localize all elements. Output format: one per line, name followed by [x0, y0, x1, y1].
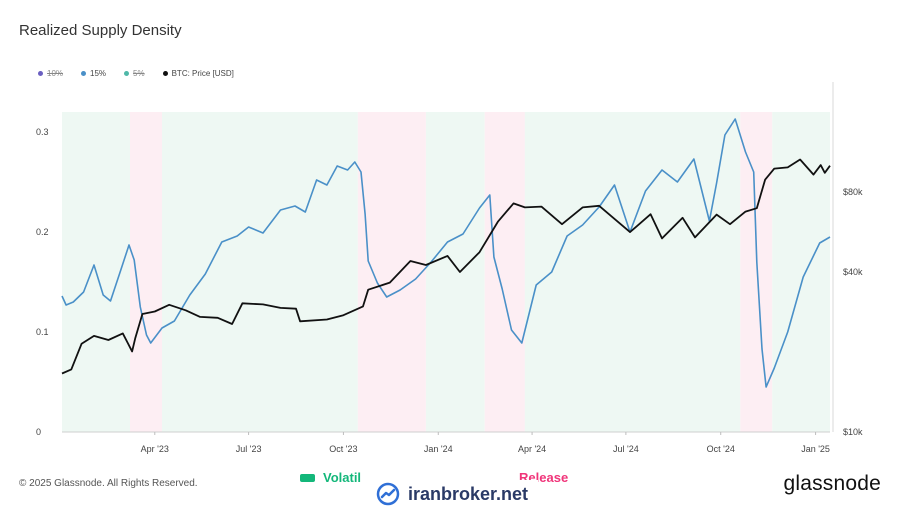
- y-left-tick-label-3: 0.3: [36, 127, 49, 137]
- x-tick-label-7: Jan '25: [801, 444, 830, 454]
- legend-dot-btc-price: [162, 71, 168, 76]
- regime-swatch-volatility: [300, 473, 315, 482]
- brand-logo: glassnode: [783, 472, 881, 495]
- x-tick-label-3: Jan '24: [424, 444, 453, 454]
- legend-item-10pct[interactable]: 10%: [38, 69, 63, 78]
- copyright-text: © 2025 Glassnode. All Rights Reserved.: [19, 478, 198, 489]
- legend-label-btc-price: BTC: Price [USD]: [171, 69, 234, 78]
- regime-label-volatility: Volatil: [323, 470, 362, 485]
- series-line-15pct: [61, 118, 831, 388]
- chart-growth-icon: [376, 482, 400, 506]
- watermark: iranbroker.net: [372, 480, 539, 508]
- regime-band-release-3: [357, 112, 426, 432]
- regime-band-compression-2: [161, 112, 358, 432]
- y-right-tick-label-1: $40k: [843, 267, 863, 277]
- y-left-tick-label-0: 0: [36, 427, 41, 437]
- x-tick-label-5: Jul '24: [613, 444, 639, 454]
- x-tick-label-2: Oct '23: [329, 444, 357, 454]
- legend-item-15pct[interactable]: 15%: [81, 69, 106, 78]
- x-tick-label-0: Apr '23: [141, 444, 169, 454]
- series-line-btc-price: [61, 158, 831, 375]
- legend-item-5pct[interactable]: 5%: [124, 69, 145, 78]
- y-right-tick-label-0: $10k: [843, 427, 863, 437]
- y-left-tick-label-2: 0.2: [36, 227, 49, 237]
- regime-band-release-7: [740, 112, 773, 432]
- x-tick-label-4: Apr '24: [518, 444, 546, 454]
- chart-legend: 10% 15% 5% BTC: Price [USD]: [38, 69, 234, 78]
- x-tick-label-1: Jul '23: [236, 444, 262, 454]
- chart-title: Realized Supply Density: [19, 22, 182, 39]
- y-right-tick-label-2: $80k: [843, 187, 863, 197]
- x-tick-label-6: Oct '24: [707, 444, 735, 454]
- legend-label-10pct: 10%: [47, 69, 64, 78]
- legend-dot-10pct: [38, 71, 43, 76]
- legend-dot-5pct: [124, 71, 130, 76]
- y-left-tick-label-1: 0.1: [36, 327, 49, 337]
- legend-label-15pct: 15%: [90, 69, 107, 78]
- legend-label-5pct: 5%: [133, 69, 145, 78]
- regime-band-release-1: [130, 112, 162, 432]
- regime-band-release-5: [484, 112, 525, 432]
- legend-item-btc-price[interactable]: BTC: Price [USD]: [162, 69, 234, 78]
- watermark-text: iranbroker.net: [408, 483, 529, 504]
- regime-band-compression-6: [524, 112, 741, 432]
- legend-dot-15pct: [81, 71, 87, 76]
- regime-band-compression-4: [425, 112, 485, 432]
